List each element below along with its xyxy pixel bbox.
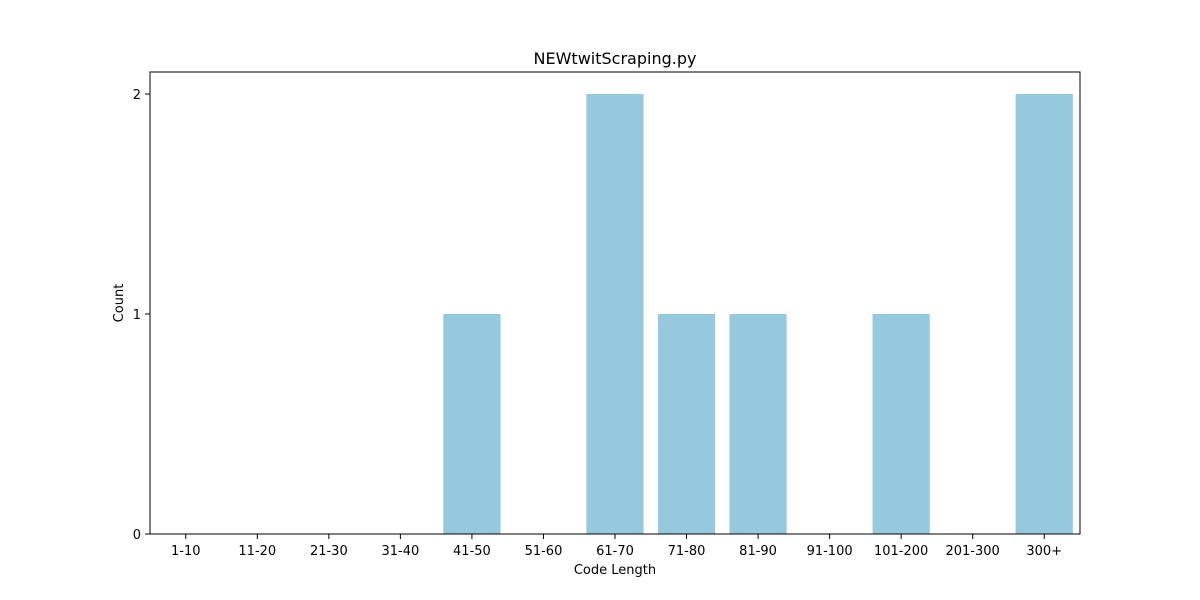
x-tick-label: 21-30 xyxy=(310,544,348,559)
y-tick-label: 0 xyxy=(133,528,141,543)
x-tick-label: 101-200 xyxy=(874,544,928,559)
bar-300+ xyxy=(1015,94,1073,534)
y-tick-label: 1 xyxy=(133,308,141,323)
x-tick-label: 300+ xyxy=(1026,544,1062,559)
bar-41-50 xyxy=(443,314,501,534)
y-tick-label: 2 xyxy=(133,88,141,103)
x-tick-label: 51-60 xyxy=(525,544,563,559)
x-tick-label: 81-90 xyxy=(739,544,777,559)
chart-title: NEWtwitScraping.py xyxy=(534,49,697,68)
y-axis-ticks: 0 1 2 xyxy=(133,88,150,543)
x-tick-label: 201-300 xyxy=(946,544,1000,559)
x-tick-label: 31-40 xyxy=(381,544,419,559)
x-axis-ticks: 1-10 11-20 21-30 31-40 41-50 51-60 61-70 71-80 8… xyxy=(171,534,1062,559)
bar-71-80 xyxy=(657,314,716,534)
x-tick-label: 11-20 xyxy=(238,544,276,559)
x-tick-label: 41-50 xyxy=(453,544,491,559)
y-axis-label: Count xyxy=(112,284,127,323)
x-tick-label: 1-10 xyxy=(171,544,201,559)
x-tick-label: 71-80 xyxy=(668,544,706,559)
bars-layer xyxy=(443,94,1073,534)
bar-61-70 xyxy=(586,94,644,534)
x-tick-label: 61-70 xyxy=(596,544,634,559)
x-axis-label: Code Length xyxy=(574,563,656,578)
x-tick-label: 91-100 xyxy=(807,544,853,559)
bar-81-90 xyxy=(729,314,787,534)
bar-101-200 xyxy=(872,314,930,534)
